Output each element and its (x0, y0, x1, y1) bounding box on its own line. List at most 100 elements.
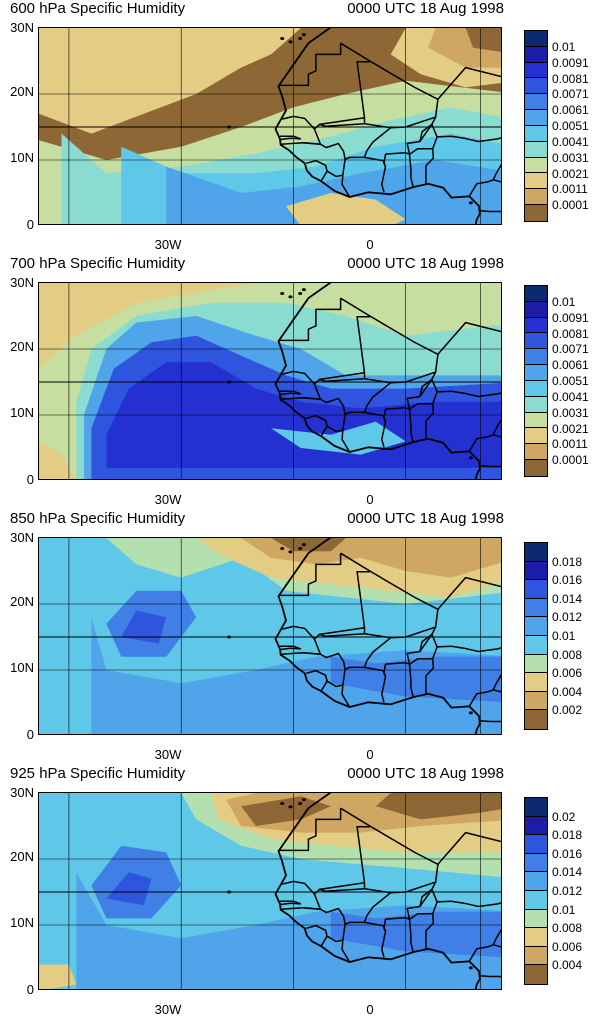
legend-level-label: 0.016 (552, 846, 583, 861)
legend-swatch (525, 380, 547, 397)
legend-swatch (525, 890, 547, 910)
country-border (326, 680, 351, 708)
panel-title: 850 hPa Specific Humidity (10, 510, 186, 527)
x-tick-label: 30W (154, 1002, 182, 1017)
country-border (306, 924, 328, 947)
country-border (280, 625, 322, 656)
country-border (303, 892, 392, 926)
y-tick-label: 10N (10, 405, 34, 420)
humidity-contour (39, 964, 77, 989)
legend-level-label: 0.0091 (552, 310, 589, 325)
legend-level-label: 0.0061 (552, 103, 589, 118)
country-border (342, 159, 346, 176)
legend-level-label: 0.0001 (552, 453, 589, 468)
legend-swatch (525, 173, 547, 190)
legend-level-label: 0.0041 (552, 134, 589, 149)
panel-time: 0000 UTC 18 Aug 1998 (347, 255, 504, 272)
country-border (342, 414, 346, 431)
legend-swatch (525, 965, 547, 984)
y-tick-label: 10N (10, 660, 34, 675)
humidity-contour (271, 538, 346, 552)
country-border (468, 163, 501, 197)
country-border (493, 179, 501, 183)
humidity-contour (76, 872, 501, 989)
country-border (383, 918, 387, 932)
legend-swatch (525, 78, 547, 95)
legend-level-label: 0.02 (552, 809, 576, 824)
country-border (437, 576, 501, 610)
country-border (385, 406, 414, 443)
legend-level-label: 0.0081 (552, 71, 589, 86)
legend-level-label: 0.0011 (552, 437, 588, 452)
legend-swatch (525, 673, 547, 692)
legend-swatch (525, 412, 547, 429)
legend-level-label: 0.004 (552, 684, 583, 699)
country-border (280, 900, 302, 906)
legend-level-label: 0.018 (552, 554, 583, 569)
country-border (493, 944, 501, 948)
legend-swatch (525, 31, 547, 47)
legend-swatch (525, 205, 547, 221)
legend-swatch (525, 365, 547, 381)
panel-time: 0000 UTC 18 Aug 1998 (347, 0, 504, 17)
island (227, 635, 232, 639)
island (298, 547, 303, 551)
color-legend (524, 542, 548, 730)
legend-swatch (525, 444, 547, 461)
country-border (437, 831, 501, 865)
country-border (313, 887, 365, 895)
legend-level-label: 0.002 (552, 703, 583, 718)
humidity-field (39, 538, 501, 734)
humidity-map (38, 537, 502, 735)
country-border (278, 553, 342, 597)
humidity-field (39, 793, 501, 989)
color-legend (524, 30, 548, 222)
country-border (437, 321, 501, 355)
legend-swatch (525, 654, 547, 674)
legend-level-label: 0.01 (552, 39, 576, 54)
legend-level-label: 0.014 (552, 591, 583, 606)
color-legend (524, 285, 548, 477)
color-legend (524, 797, 548, 985)
legend-level-label: 0.01 (552, 294, 576, 309)
y-tick-label: 20N (10, 339, 34, 354)
country-border (280, 135, 302, 141)
legend-swatch (525, 349, 547, 366)
island (280, 802, 285, 806)
legend-level-label: 0.0081 (552, 326, 589, 341)
legend-level-label: 0.0091 (552, 55, 589, 70)
legend-swatch (525, 189, 547, 206)
legend-swatch (525, 928, 547, 947)
legend-level-label: 0.01 (552, 629, 576, 643)
x-tick-label: 0 (366, 492, 374, 507)
coastline (274, 28, 481, 224)
legend-level-label: 0.0011 (552, 182, 588, 197)
humidity-field (39, 28, 501, 224)
island (468, 966, 473, 970)
legend-swatch (525, 141, 547, 158)
legend-swatch (525, 561, 547, 581)
country-border (306, 669, 328, 692)
country-border (313, 377, 365, 385)
country-border (468, 673, 501, 707)
country-border (431, 900, 501, 915)
country-border (342, 669, 346, 686)
legend-swatch (525, 94, 547, 111)
legend-swatch (525, 543, 547, 562)
country-border (383, 153, 387, 167)
country-border (278, 808, 342, 852)
country-border (437, 66, 501, 100)
country-border (385, 151, 414, 188)
humidity-field (39, 283, 501, 479)
country-border (385, 661, 414, 698)
island (468, 201, 473, 205)
legend-swatch (525, 460, 547, 476)
legend-level-label: 0.008 (552, 921, 583, 936)
legend-swatch (525, 635, 547, 655)
legend-level-label: 0.014 (552, 865, 583, 880)
country-border (479, 720, 501, 723)
country-border (419, 887, 438, 907)
country-border (493, 434, 501, 438)
country-border (419, 377, 438, 397)
legend-swatch (525, 853, 547, 873)
